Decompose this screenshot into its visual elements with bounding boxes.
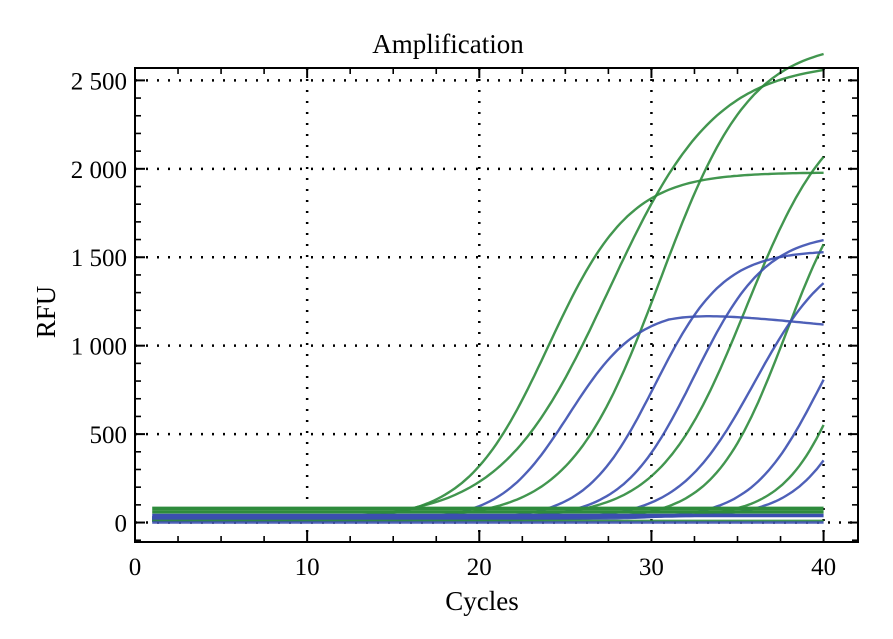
series-line-10 — [152, 282, 825, 522]
x-tick-label: 10 — [295, 554, 320, 581]
series-line-3 — [152, 52, 824, 521]
x-tick-label: 40 — [811, 554, 836, 581]
series-line-5 — [152, 243, 825, 522]
y-tick-label: 2 000 — [71, 157, 127, 184]
x-tick-label: 0 — [129, 554, 142, 581]
y-tick-label: 1 000 — [71, 334, 127, 361]
y-tick-label: 0 — [115, 511, 128, 538]
series-line-8 — [152, 251, 824, 522]
y-tick-label: 1 500 — [71, 245, 127, 272]
x-tick-label: 30 — [639, 554, 664, 581]
x-axis-label: Cycles — [445, 586, 519, 616]
plot-frame — [134, 67, 859, 543]
chart-title: Amplification — [372, 29, 524, 59]
y-tick-label: 2 500 — [71, 68, 127, 95]
y-axis-label: RFU — [31, 286, 61, 339]
x-tick-label: 20 — [467, 554, 492, 581]
series-line-11 — [152, 379, 825, 521]
y-tick-label: 500 — [90, 422, 128, 449]
